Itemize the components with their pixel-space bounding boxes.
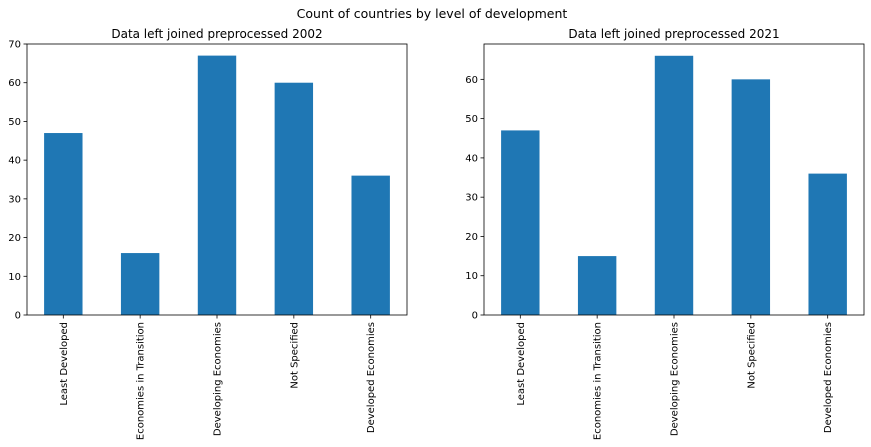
bar-developing-economies: [654, 55, 694, 315]
y-tick-label: 0: [15, 311, 21, 322]
y-tick-label: 50: [8, 117, 21, 128]
x-tick-label: Developing Economies: [670, 322, 681, 436]
x-tick-label: Developing Economies: [213, 322, 224, 436]
y-tick-label: 0: [472, 311, 478, 322]
axes-frame: [483, 43, 865, 316]
y-tick-label: 10: [8, 272, 21, 283]
y-tick-label: 50: [465, 114, 478, 125]
chart-panel-2002: Data left joined preprocessed 2002 Least…: [8, 27, 408, 440]
bar-least-developed: [44, 133, 83, 315]
x-tick-label: Least Developed: [59, 322, 70, 406]
x-tick-label: Least Developed: [516, 322, 527, 406]
y-tick-label: 40: [8, 156, 21, 167]
axes-frame: [26, 43, 408, 316]
bar-developed-economies: [808, 173, 847, 315]
x-tick-label: Not Specified: [746, 322, 757, 389]
y-tick-label: 20: [8, 233, 21, 244]
bar-not-specified: [731, 79, 771, 315]
y-tick-label: 30: [465, 193, 478, 204]
x-tick-label: Economies in Transition: [593, 322, 604, 440]
x-tick-label: Developed Economies: [823, 322, 834, 433]
bar-developing-economies: [197, 55, 237, 316]
x-tick-label: Developed Economies: [366, 322, 377, 433]
x-tick-label: Not Specified: [289, 322, 300, 389]
bar-economies-in-transition: [120, 253, 160, 315]
bar-developed-economies: [351, 175, 390, 315]
y-tick-label: 40: [465, 153, 478, 164]
y-tick-label: 70: [8, 40, 21, 51]
chart-title: Data left joined preprocessed 2021: [568, 27, 779, 41]
figure-title: Count of countries by level of developme…: [297, 6, 568, 21]
bar-economies-in-transition: [577, 256, 617, 315]
y-tick-label: 30: [8, 194, 21, 205]
y-tick-label: 20: [465, 232, 478, 243]
y-tick-label: 60: [465, 75, 478, 86]
x-tick-label: Economies in Transition: [136, 322, 147, 440]
y-tick-label: 10: [465, 271, 478, 282]
bar-least-developed: [501, 130, 540, 315]
y-tick-label: 60: [8, 78, 21, 89]
chart-panel-2021: Data left joined preprocessed 2021 Least…: [465, 27, 865, 440]
chart-title: Data left joined preprocessed 2002: [111, 27, 322, 41]
bar-not-specified: [274, 82, 314, 316]
